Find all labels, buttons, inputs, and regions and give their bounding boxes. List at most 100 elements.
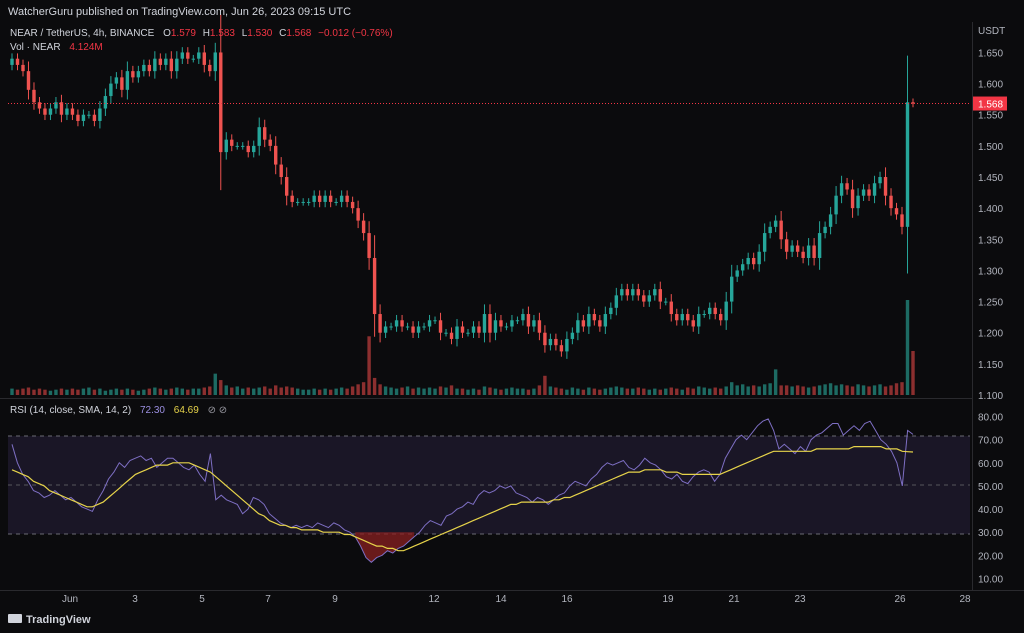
volume-bar xyxy=(773,369,778,395)
volume-bar xyxy=(889,385,893,395)
candle-body xyxy=(169,58,174,72)
volume-bar xyxy=(180,388,185,395)
candle xyxy=(339,190,344,208)
candle-body xyxy=(306,201,311,203)
close-value: 1.568 xyxy=(286,28,311,39)
volume-bar xyxy=(279,387,283,395)
tradingview-logo[interactable]: TradingView xyxy=(8,614,91,626)
volume-bar xyxy=(438,386,443,395)
candle xyxy=(416,321,421,339)
candle-body xyxy=(773,220,778,227)
price-tick-label: 1.450 xyxy=(978,173,1003,184)
candle xyxy=(768,221,772,239)
candle-body xyxy=(87,114,91,116)
candle-body xyxy=(642,295,646,302)
candle-body xyxy=(598,320,602,327)
candle xyxy=(235,142,239,150)
volume-bar xyxy=(790,386,794,395)
price-tick-label: 1.550 xyxy=(978,111,1003,122)
candle xyxy=(702,310,706,318)
candle-body xyxy=(367,233,371,258)
candle xyxy=(356,200,360,229)
volume-bar xyxy=(768,383,772,395)
candle xyxy=(680,308,684,326)
tradingview-logo-icon xyxy=(8,614,22,623)
price-tick-label: 1.650 xyxy=(978,48,1003,59)
candle xyxy=(175,51,179,79)
volume-bar xyxy=(691,388,695,395)
candle-body xyxy=(180,52,185,59)
candle xyxy=(900,206,904,235)
candle xyxy=(894,202,899,220)
volume-bar xyxy=(823,384,827,395)
candle-body xyxy=(740,264,745,271)
candle-body xyxy=(125,71,130,90)
candle xyxy=(169,51,174,79)
candle-body xyxy=(609,307,613,315)
candle-body xyxy=(477,326,481,333)
candle xyxy=(186,47,190,64)
volume-bar xyxy=(142,389,146,395)
candle xyxy=(872,175,877,204)
candle xyxy=(164,53,168,71)
candle-body xyxy=(98,108,102,121)
candle-body xyxy=(812,245,816,258)
candle xyxy=(614,287,619,316)
candle xyxy=(724,291,728,330)
candle xyxy=(565,331,569,359)
candle-body xyxy=(109,83,113,97)
volume-bar xyxy=(15,389,20,395)
volume-bar xyxy=(762,384,767,395)
candle xyxy=(142,59,146,77)
candle-body xyxy=(889,195,893,209)
candle-body xyxy=(911,102,915,104)
candle xyxy=(268,134,272,152)
candle xyxy=(180,47,185,64)
volume-bar xyxy=(647,389,651,395)
candle xyxy=(81,109,86,127)
rsi-sma-value: 64.69 xyxy=(174,405,199,416)
price-tick-label: 1.500 xyxy=(978,142,1003,153)
volume-bar xyxy=(878,384,882,395)
volume-bar xyxy=(850,386,855,395)
volume-bar xyxy=(378,384,382,395)
candle-body xyxy=(175,58,179,72)
volume-bar xyxy=(246,387,250,395)
candle-body xyxy=(48,108,53,115)
open-value: 1.579 xyxy=(171,28,196,39)
candle-body xyxy=(70,108,75,115)
volume-bar xyxy=(493,388,498,395)
candle-body xyxy=(120,77,124,90)
candle-body xyxy=(817,233,822,258)
volume-bar xyxy=(109,389,113,395)
candle xyxy=(21,59,25,77)
volume-bar xyxy=(620,387,624,395)
volume-bar xyxy=(455,388,459,395)
candle xyxy=(647,290,651,307)
candle-body xyxy=(43,108,47,115)
rsi-label: RSI (14, close, SMA, 14, 2) xyxy=(10,405,131,416)
candle xyxy=(581,314,586,332)
candle-body xyxy=(631,289,635,296)
candle-body xyxy=(26,71,31,90)
volume-bar xyxy=(295,388,300,395)
candle-body xyxy=(768,226,772,234)
volume-bar xyxy=(460,388,465,395)
volume-bar xyxy=(120,389,124,395)
volume-bar xyxy=(65,389,69,395)
candle xyxy=(631,283,635,301)
price-tick-label: 1.400 xyxy=(978,204,1003,215)
candle xyxy=(488,304,492,343)
symbol-label: NEAR / TetherUS, 4h, BINANCE xyxy=(10,28,155,39)
volume-bar xyxy=(713,387,717,395)
candle xyxy=(729,264,734,314)
close-label: C xyxy=(279,28,286,39)
candle-body xyxy=(405,326,410,328)
volume-bar xyxy=(350,386,355,395)
rsi-axis-ticks: 80.00 70.00 60.00 50.00 40.00 30.00 20.00 10.00 xyxy=(978,413,1003,586)
candle-body xyxy=(449,332,454,339)
candle xyxy=(636,283,641,301)
candle-body xyxy=(263,127,267,140)
candle xyxy=(686,308,690,326)
